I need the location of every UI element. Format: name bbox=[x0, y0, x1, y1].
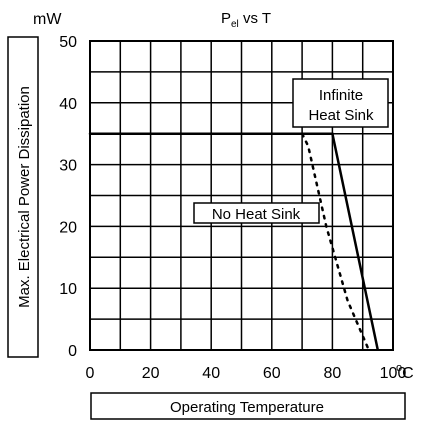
y-tick-label: 20 bbox=[59, 219, 77, 236]
y-tick-label: 50 bbox=[59, 34, 77, 51]
x-axis-label-box: Operating Temperature bbox=[90, 392, 406, 420]
title: Pel vs T bbox=[221, 10, 271, 30]
x-tick-label: 80 bbox=[324, 365, 342, 382]
annotation-infinite-line-2: Heat Sink bbox=[308, 107, 374, 124]
x-unit-rest: C bbox=[402, 365, 414, 382]
series-no-heat-sink-line bbox=[88, 132, 371, 352]
tick-labels: 0 20 40 60 80 100 0 10 20 30 40 50 bbox=[59, 34, 406, 382]
y-axis-label-box: Max. Electrical Power Dissipation bbox=[7, 36, 39, 358]
y-tick-label: 10 bbox=[59, 281, 77, 298]
grid bbox=[90, 41, 393, 350]
y-axis-label: Max. Electrical Power Dissipation bbox=[16, 86, 33, 308]
annotation-no-heat-sink-text: No Heat Sink bbox=[212, 206, 301, 223]
x-tick-label: 40 bbox=[202, 365, 220, 382]
annotation-infinite-heat-sink: Infinite Heat Sink bbox=[292, 78, 389, 128]
y-unit-label: mW bbox=[33, 11, 62, 28]
y-tick-label: 40 bbox=[59, 96, 77, 113]
x-tick-label: 100 bbox=[380, 365, 407, 382]
x-tick-label: 0 bbox=[86, 365, 95, 382]
y-tick-label: 0 bbox=[68, 343, 77, 360]
annotation-no-heat-sink: No Heat Sink bbox=[193, 202, 320, 224]
svg-text:oC: oC bbox=[396, 362, 414, 382]
series-infinite-heat-sink-line bbox=[90, 132, 380, 351]
x-axis-label: Operating Temperature bbox=[170, 399, 324, 416]
series-layer bbox=[88, 132, 380, 352]
x-unit-superscript: o bbox=[396, 362, 402, 374]
x-tick-label: 20 bbox=[142, 365, 160, 382]
x-tick-label: 60 bbox=[263, 365, 281, 382]
title-main: P bbox=[221, 10, 231, 27]
title-subscript: el bbox=[231, 19, 239, 30]
y-tick-label: 30 bbox=[59, 158, 77, 175]
title-rest: vs T bbox=[239, 10, 271, 27]
x-unit-label: oC bbox=[396, 362, 414, 382]
annotation-infinite-line-1: Infinite bbox=[319, 87, 363, 104]
svg-text:Pel vs T: Pel vs T bbox=[221, 10, 271, 30]
plot-frame bbox=[89, 40, 394, 351]
